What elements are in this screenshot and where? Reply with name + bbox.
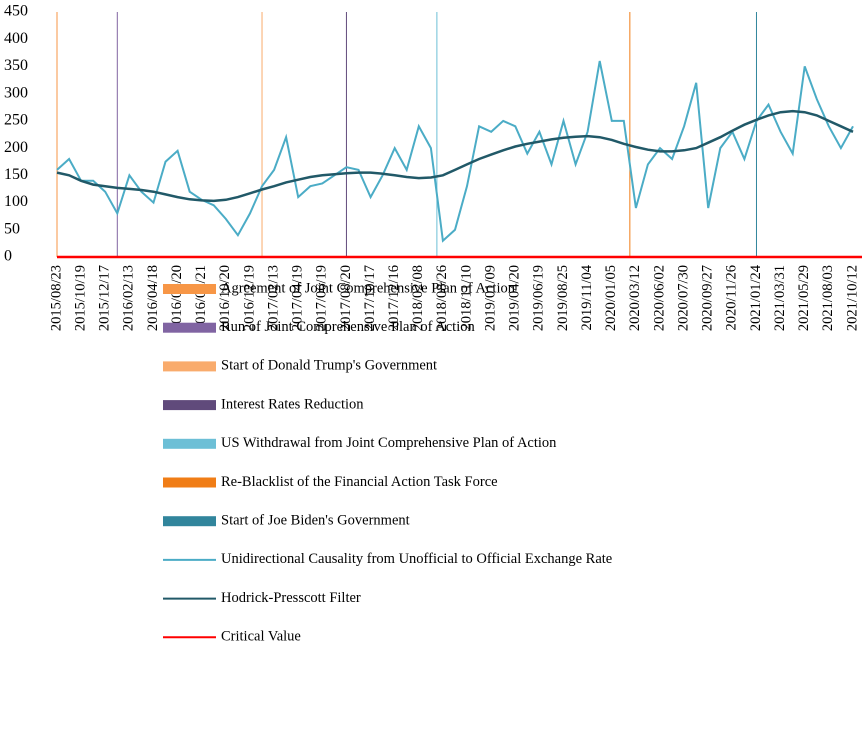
x-tick-label: 2021/05/29: [796, 265, 812, 331]
x-tick-label: 2015/12/17: [97, 265, 113, 331]
legend-label: US Withdrawal from Joint Comprehensive P…: [221, 435, 557, 451]
x-tick-label: 2019/11/04: [579, 264, 595, 330]
x-tick-label: 2015/08/23: [48, 265, 64, 331]
x-tick-label: 2018/11/10: [458, 265, 474, 331]
legend-swatch: [163, 400, 216, 411]
x-tick-label: 2019/06/19: [531, 265, 547, 331]
legend-label: Hodrick-Presscott Filter: [221, 590, 361, 606]
legend-swatch: [163, 322, 216, 333]
legend-swatch: [163, 477, 216, 488]
legend-swatch: [163, 438, 216, 449]
y-tick-label: 250: [4, 112, 28, 129]
legend-label: Re-Blacklist of the Financial Action Tas…: [221, 474, 498, 490]
y-tick-label: 50: [4, 220, 20, 237]
x-tick-label: 2020/07/30: [675, 265, 691, 331]
y-tick-label: 350: [4, 57, 28, 74]
x-tick-label: 2021/10/12: [844, 265, 860, 331]
x-tick-label: 2016/08/21: [193, 265, 209, 331]
x-tick-label: 2015/10/19: [72, 265, 88, 331]
x-tick-label: 2020/03/12: [627, 265, 643, 331]
y-tick-label: 100: [4, 193, 28, 210]
x-tick-label: 2021/03/31: [772, 265, 788, 331]
x-tick-label: 2017/04/19: [290, 265, 306, 331]
legend-label: Run of Joint Comprehensive Plan of Actio…: [221, 319, 475, 335]
x-tick-label: 2019/01/09: [482, 265, 498, 331]
legend-swatch: [163, 361, 216, 372]
x-tick-label: 2021/01/24: [748, 264, 764, 331]
x-tick-label: 2017/08/20: [338, 265, 354, 331]
y-tick-label: 200: [4, 139, 28, 156]
x-tick-label: 2021/08/03: [820, 265, 836, 331]
y-tick-label: 450: [4, 3, 28, 20]
legend-swatch: [163, 284, 216, 294]
x-tick-label: 2016/04/18: [145, 265, 161, 331]
legend-label: Unidirectional Causality from Unofficial…: [221, 551, 612, 567]
series-line: [56, 60, 854, 243]
legend-swatch: [163, 516, 216, 527]
x-tick-label: 2018/08/26: [434, 265, 450, 331]
y-tick-label: 0: [4, 248, 12, 265]
x-tick-label: 2016/02/13: [121, 265, 137, 331]
y-tick-label: 150: [4, 166, 28, 183]
x-tick-label: 2020/09/27: [700, 265, 716, 331]
legend-label: Critical Value: [221, 629, 301, 645]
series-line: [56, 109, 854, 203]
x-tick-label: 2018/02/08: [410, 265, 426, 331]
legend-label: Start of Joe Biden's Government: [221, 513, 410, 529]
x-tick-label: 2020/01/05: [603, 265, 619, 331]
x-tick-label: 2019/04/20: [507, 265, 523, 331]
x-tick-label: 2017/02/13: [265, 265, 281, 331]
x-tick-label: 2020/11/26: [724, 265, 740, 331]
x-tick-label: 2019/08/25: [555, 265, 571, 331]
legend-label: Agreement of Joint Comprehensive Plan of…: [221, 280, 516, 296]
y-tick-label: 300: [4, 84, 28, 101]
x-tick-label: 2016/10/20: [217, 265, 233, 331]
x-tick-label: 2017/10/17: [362, 265, 378, 331]
x-tick-label: 2016/12/19: [241, 265, 257, 331]
x-tick-label: 2017/12/16: [386, 265, 402, 331]
legend-label: Interest Rates Reduction: [221, 396, 364, 412]
x-tick-label: 2020/06/02: [651, 265, 667, 331]
y-tick-label: 400: [4, 30, 28, 47]
x-tick-label: 2016/06/20: [169, 265, 185, 331]
legend-label: Start of Donald Trump's Government: [221, 358, 437, 374]
x-tick-label: 2017/06/19: [314, 265, 330, 331]
